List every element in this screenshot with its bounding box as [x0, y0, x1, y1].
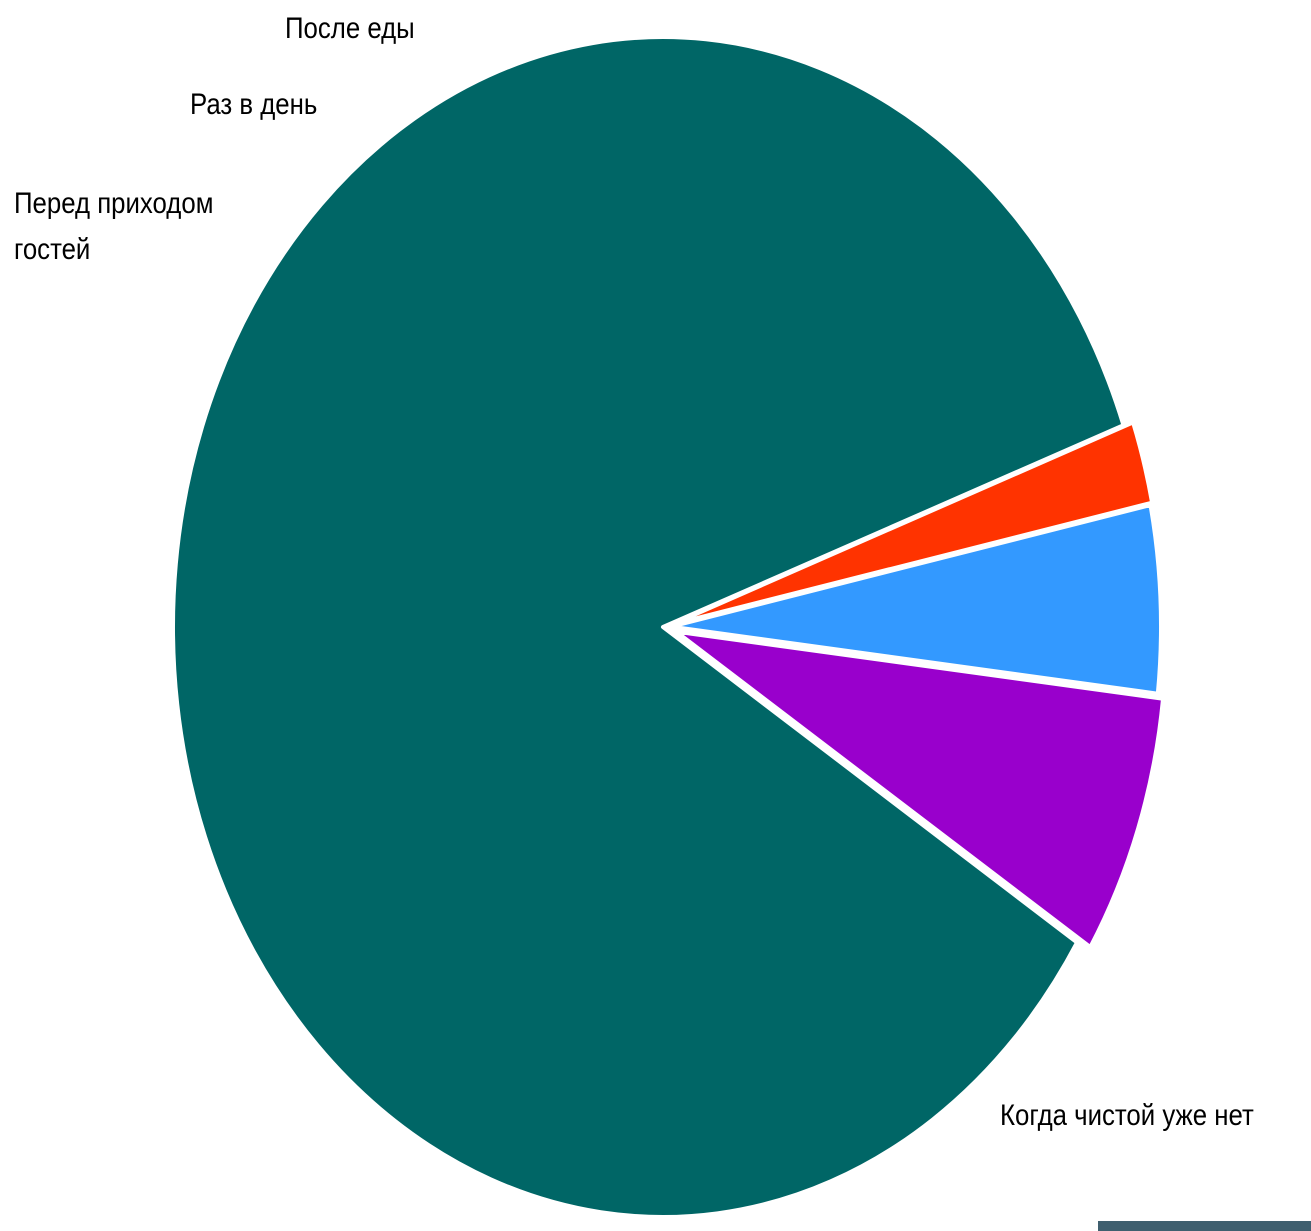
pie-labels: Когда чистой уже нет Перед приходом гост…	[14, 11, 1254, 1131]
slice-label-line-1: Перед приходом	[14, 186, 213, 219]
pie-slice-2	[674, 629, 1166, 950]
slice-label-раз-в-день: Раз в день	[190, 87, 317, 120]
corner-bar	[1098, 1221, 1311, 1231]
pie-slices	[171, 35, 1166, 1219]
slice-label-перед-приходом-гостей: Перед приходом гостей	[14, 186, 221, 265]
slice-label-line-2: гостей	[14, 232, 90, 265]
slice-label-когда-чистой-уже-нет: Когда чистой уже нет	[1000, 1098, 1254, 1131]
pie-slice-3	[668, 503, 1163, 696]
slice-label-после-еды: После еды	[285, 11, 415, 44]
pie-slice-1	[171, 35, 1126, 1219]
pie-slice-4	[670, 420, 1155, 627]
